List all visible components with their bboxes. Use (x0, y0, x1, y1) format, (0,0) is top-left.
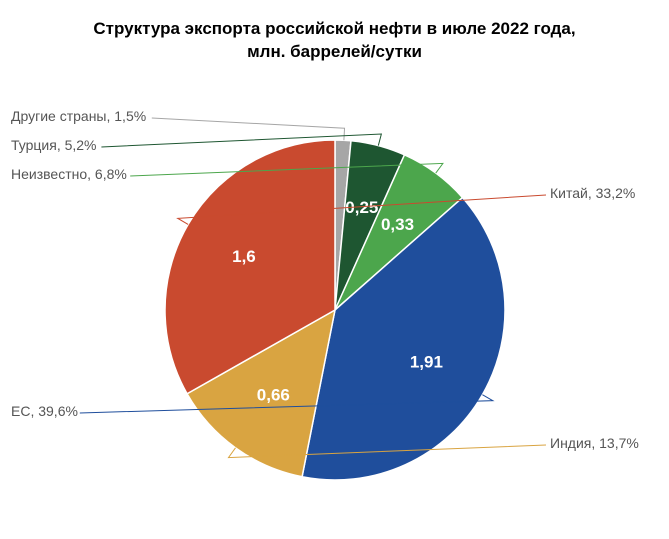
slice-value: 1,91 (410, 353, 443, 372)
slice-value: 0,33 (381, 215, 414, 234)
pie-chart: 0,250,331,910,661,6 (0, 0, 669, 539)
slice-callout-label: Турция, 5,2% (11, 137, 97, 153)
slice-callout-label: Неизвестно, 6,8% (11, 166, 127, 182)
slice-callout-label: ЕС, 39,6% (11, 403, 78, 419)
slice-callout-label: Индия, 13,7% (550, 435, 639, 451)
slice-value: 0,66 (257, 385, 290, 404)
slice-callout-label: Другие страны, 1,5% (11, 108, 146, 124)
slice-value: 1,6 (232, 247, 256, 266)
slice-callout-label: Китай, 33,2% (550, 185, 635, 201)
